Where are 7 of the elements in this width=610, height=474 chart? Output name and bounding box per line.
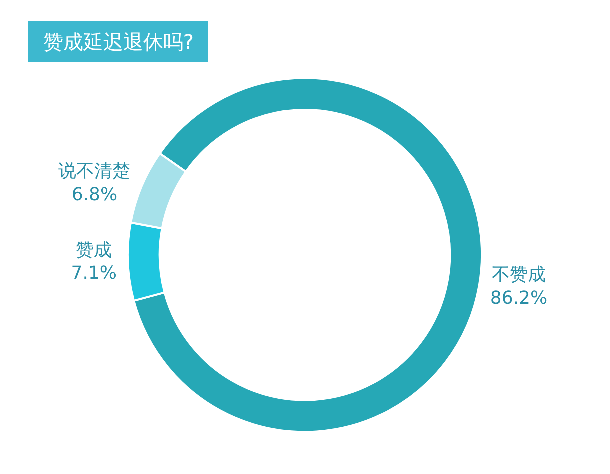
slice-label: 说不清楚 bbox=[58, 161, 131, 182]
data-label: 6.8% bbox=[72, 184, 118, 206]
data-label: 86.2% bbox=[490, 288, 548, 309]
slice-label: 不赞成 bbox=[492, 264, 546, 286]
slice-label: 赞成 bbox=[76, 240, 112, 261]
data-label: 7.1% bbox=[71, 263, 118, 284]
chart-title: 赞成延迟退休吗? bbox=[37, 30, 200, 54]
